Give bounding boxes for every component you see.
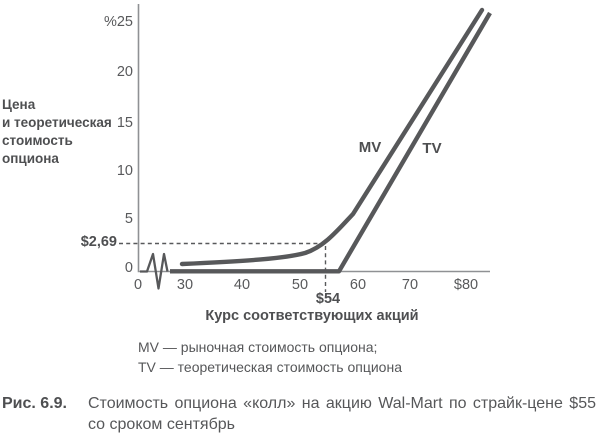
y-tick-15: 15 xyxy=(116,115,133,131)
y-tick-25: %25 xyxy=(103,14,133,30)
y-axis-title-line: Цена xyxy=(2,97,36,112)
x-tick-0: 0 xyxy=(133,277,143,293)
mv-series-label: MV xyxy=(358,139,382,156)
tv-line xyxy=(170,11,492,274)
x-tick-30: 30 xyxy=(176,277,194,293)
y-tick-20: 20 xyxy=(116,64,133,80)
x-tick-70: 70 xyxy=(401,277,419,293)
y-axis-title: Цена и теоретическая стоимость опциона xyxy=(2,96,112,168)
figure-caption-text-line2: со сроком сентябрь xyxy=(88,416,235,433)
axis-break-icon xyxy=(140,252,169,290)
figure-caption-number: Рис. 6.9. xyxy=(2,395,67,412)
y-tick-10: 10 xyxy=(116,163,133,179)
price-marker-label: $54 xyxy=(315,291,341,307)
mv-line xyxy=(179,7,485,267)
figure-caption-text-line1: Стоимость опциона «колл» на акцию Wal-Ma… xyxy=(88,395,596,412)
y-axis-title-line: стоимость xyxy=(2,133,73,148)
tv-series-label: TV xyxy=(422,140,442,157)
y-tick-0: 0 xyxy=(124,260,133,276)
x-tick-40: 40 xyxy=(233,277,251,293)
x-tick-60: 60 xyxy=(349,277,367,293)
axes-lines xyxy=(137,4,490,273)
y-axis-title-line: опциона xyxy=(2,151,59,166)
y-axis-title-line: и теоретическая xyxy=(2,115,112,130)
y-tick-5: 5 xyxy=(124,211,133,227)
legend-line-tv: TV — теоретическая стоимость опциона xyxy=(138,359,402,375)
x-tick-50: 50 xyxy=(291,277,309,293)
x-axis-title: Курс соответствующих акций xyxy=(205,308,419,324)
x-tick-80: $80 xyxy=(453,277,479,293)
value-marker-label: $2,69 xyxy=(80,234,117,250)
legend-line-mv: MV — рыночная стоимость опциона; xyxy=(138,339,378,355)
